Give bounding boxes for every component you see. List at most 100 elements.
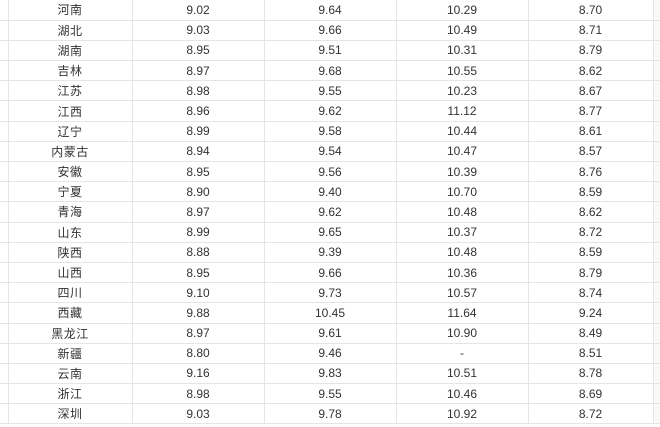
price-cell: 9.40 (264, 181, 397, 203)
price-cell: 11.64 (396, 302, 529, 324)
price-cell: 10.23 (396, 80, 529, 102)
right-edge-cell (653, 0, 660, 21)
price-cell: 9.68 (264, 60, 397, 82)
price-cell: 8.76 (528, 161, 654, 183)
price-cell: 8.97 (132, 201, 265, 223)
price-cell: 10.44 (396, 121, 529, 142)
price-cell: 9.03 (132, 20, 265, 41)
price-cell: 10.92 (396, 403, 529, 425)
left-edge-cell (0, 40, 9, 62)
left-edge-cell (0, 343, 9, 364)
price-cell: 11.12 (396, 100, 529, 122)
price-cell: 9.54 (264, 141, 397, 163)
table-row: 江西 8.96 9.62 11.12 8.77 (0, 100, 660, 122)
price-cell: 9.64 (264, 0, 397, 21)
right-edge-cell (653, 181, 660, 203)
right-edge-cell (653, 383, 660, 405)
left-edge-cell (0, 161, 9, 183)
province-cell: 浙江 (8, 383, 133, 405)
province-cell: 安徽 (8, 161, 133, 183)
price-cell: 8.79 (528, 40, 654, 62)
table-row: 湖北 9.03 9.66 10.49 8.71 (0, 20, 660, 41)
left-edge-cell (0, 323, 9, 344)
table-row: 深圳 9.03 9.78 10.92 8.72 (0, 403, 660, 425)
price-cell: 8.62 (528, 201, 654, 223)
price-cell: 10.55 (396, 60, 529, 82)
left-edge-cell (0, 80, 9, 102)
price-cell: 8.88 (132, 242, 265, 263)
right-edge-cell (653, 121, 660, 142)
right-edge-cell (653, 80, 660, 102)
left-edge-cell (0, 20, 9, 41)
price-cell: 10.70 (396, 181, 529, 203)
right-edge-cell (653, 100, 660, 122)
table-row: 宁夏 8.90 9.40 10.70 8.59 (0, 181, 660, 203)
province-cell: 江西 (8, 100, 133, 122)
right-edge-cell (653, 403, 660, 425)
right-edge-cell (653, 262, 660, 284)
table-row: 内蒙古 8.94 9.54 10.47 8.57 (0, 141, 660, 163)
right-edge-cell (653, 343, 660, 364)
province-cell: 河南 (8, 0, 133, 21)
price-cell: 8.62 (528, 60, 654, 82)
left-edge-cell (0, 383, 9, 405)
table-row: 安徽 8.95 9.56 10.39 8.76 (0, 161, 660, 183)
price-cell: 10.37 (396, 222, 529, 243)
price-cell: 8.98 (132, 80, 265, 102)
table-row: 浙江 8.98 9.55 10.46 8.69 (0, 383, 660, 405)
price-cell: 8.90 (132, 181, 265, 203)
price-cell: 10.47 (396, 141, 529, 163)
price-cell: 8.61 (528, 121, 654, 142)
price-cell: 10.48 (396, 201, 529, 223)
price-cell: 8.95 (132, 161, 265, 183)
price-cell: 9.51 (264, 40, 397, 62)
table-row: 云南 9.16 9.83 10.51 8.78 (0, 363, 660, 385)
left-edge-cell (0, 363, 9, 385)
price-cell: 8.69 (528, 383, 654, 405)
table-row: 青海 8.97 9.62 10.48 8.62 (0, 201, 660, 223)
right-edge-cell (653, 282, 660, 304)
left-edge-cell (0, 201, 9, 223)
price-cell: 8.51 (528, 343, 654, 364)
price-cell: 8.94 (132, 141, 265, 163)
price-cell: 8.99 (132, 121, 265, 142)
table-row: 四川 9.10 9.73 10.57 8.74 (0, 282, 660, 304)
price-cell: 8.49 (528, 323, 654, 344)
price-cell: 10.45 (264, 302, 397, 324)
left-edge-cell (0, 282, 9, 304)
right-edge-cell (653, 201, 660, 223)
price-cell: 10.31 (396, 40, 529, 62)
right-edge-cell (653, 161, 660, 183)
province-cell: 青海 (8, 201, 133, 223)
price-cell: 9.62 (264, 201, 397, 223)
price-cell: 10.39 (396, 161, 529, 183)
left-edge-cell (0, 242, 9, 263)
price-cell: - (396, 343, 529, 364)
price-cell: 9.55 (264, 80, 397, 102)
province-cell: 湖南 (8, 40, 133, 62)
left-edge-cell (0, 302, 9, 324)
price-cell: 8.67 (528, 80, 654, 102)
price-cell: 8.78 (528, 363, 654, 385)
price-cell: 9.66 (264, 20, 397, 41)
price-cell: 8.71 (528, 20, 654, 41)
province-cell: 陕西 (8, 242, 133, 263)
province-cell: 四川 (8, 282, 133, 304)
table-row: 湖南 8.95 9.51 10.31 8.79 (0, 40, 660, 62)
province-cell: 江苏 (8, 80, 133, 102)
left-edge-cell (0, 100, 9, 122)
price-cell: 9.56 (264, 161, 397, 183)
price-cell: 8.72 (528, 403, 654, 425)
price-cell: 9.66 (264, 262, 397, 284)
left-edge-cell (0, 141, 9, 163)
province-cell: 辽宁 (8, 121, 133, 142)
right-edge-cell (653, 242, 660, 263)
right-edge-cell (653, 323, 660, 344)
left-edge-cell (0, 181, 9, 203)
province-cell: 山西 (8, 262, 133, 284)
right-edge-cell (653, 60, 660, 82)
province-cell: 内蒙古 (8, 141, 133, 163)
price-cell: 8.95 (132, 262, 265, 284)
right-edge-cell (653, 363, 660, 385)
